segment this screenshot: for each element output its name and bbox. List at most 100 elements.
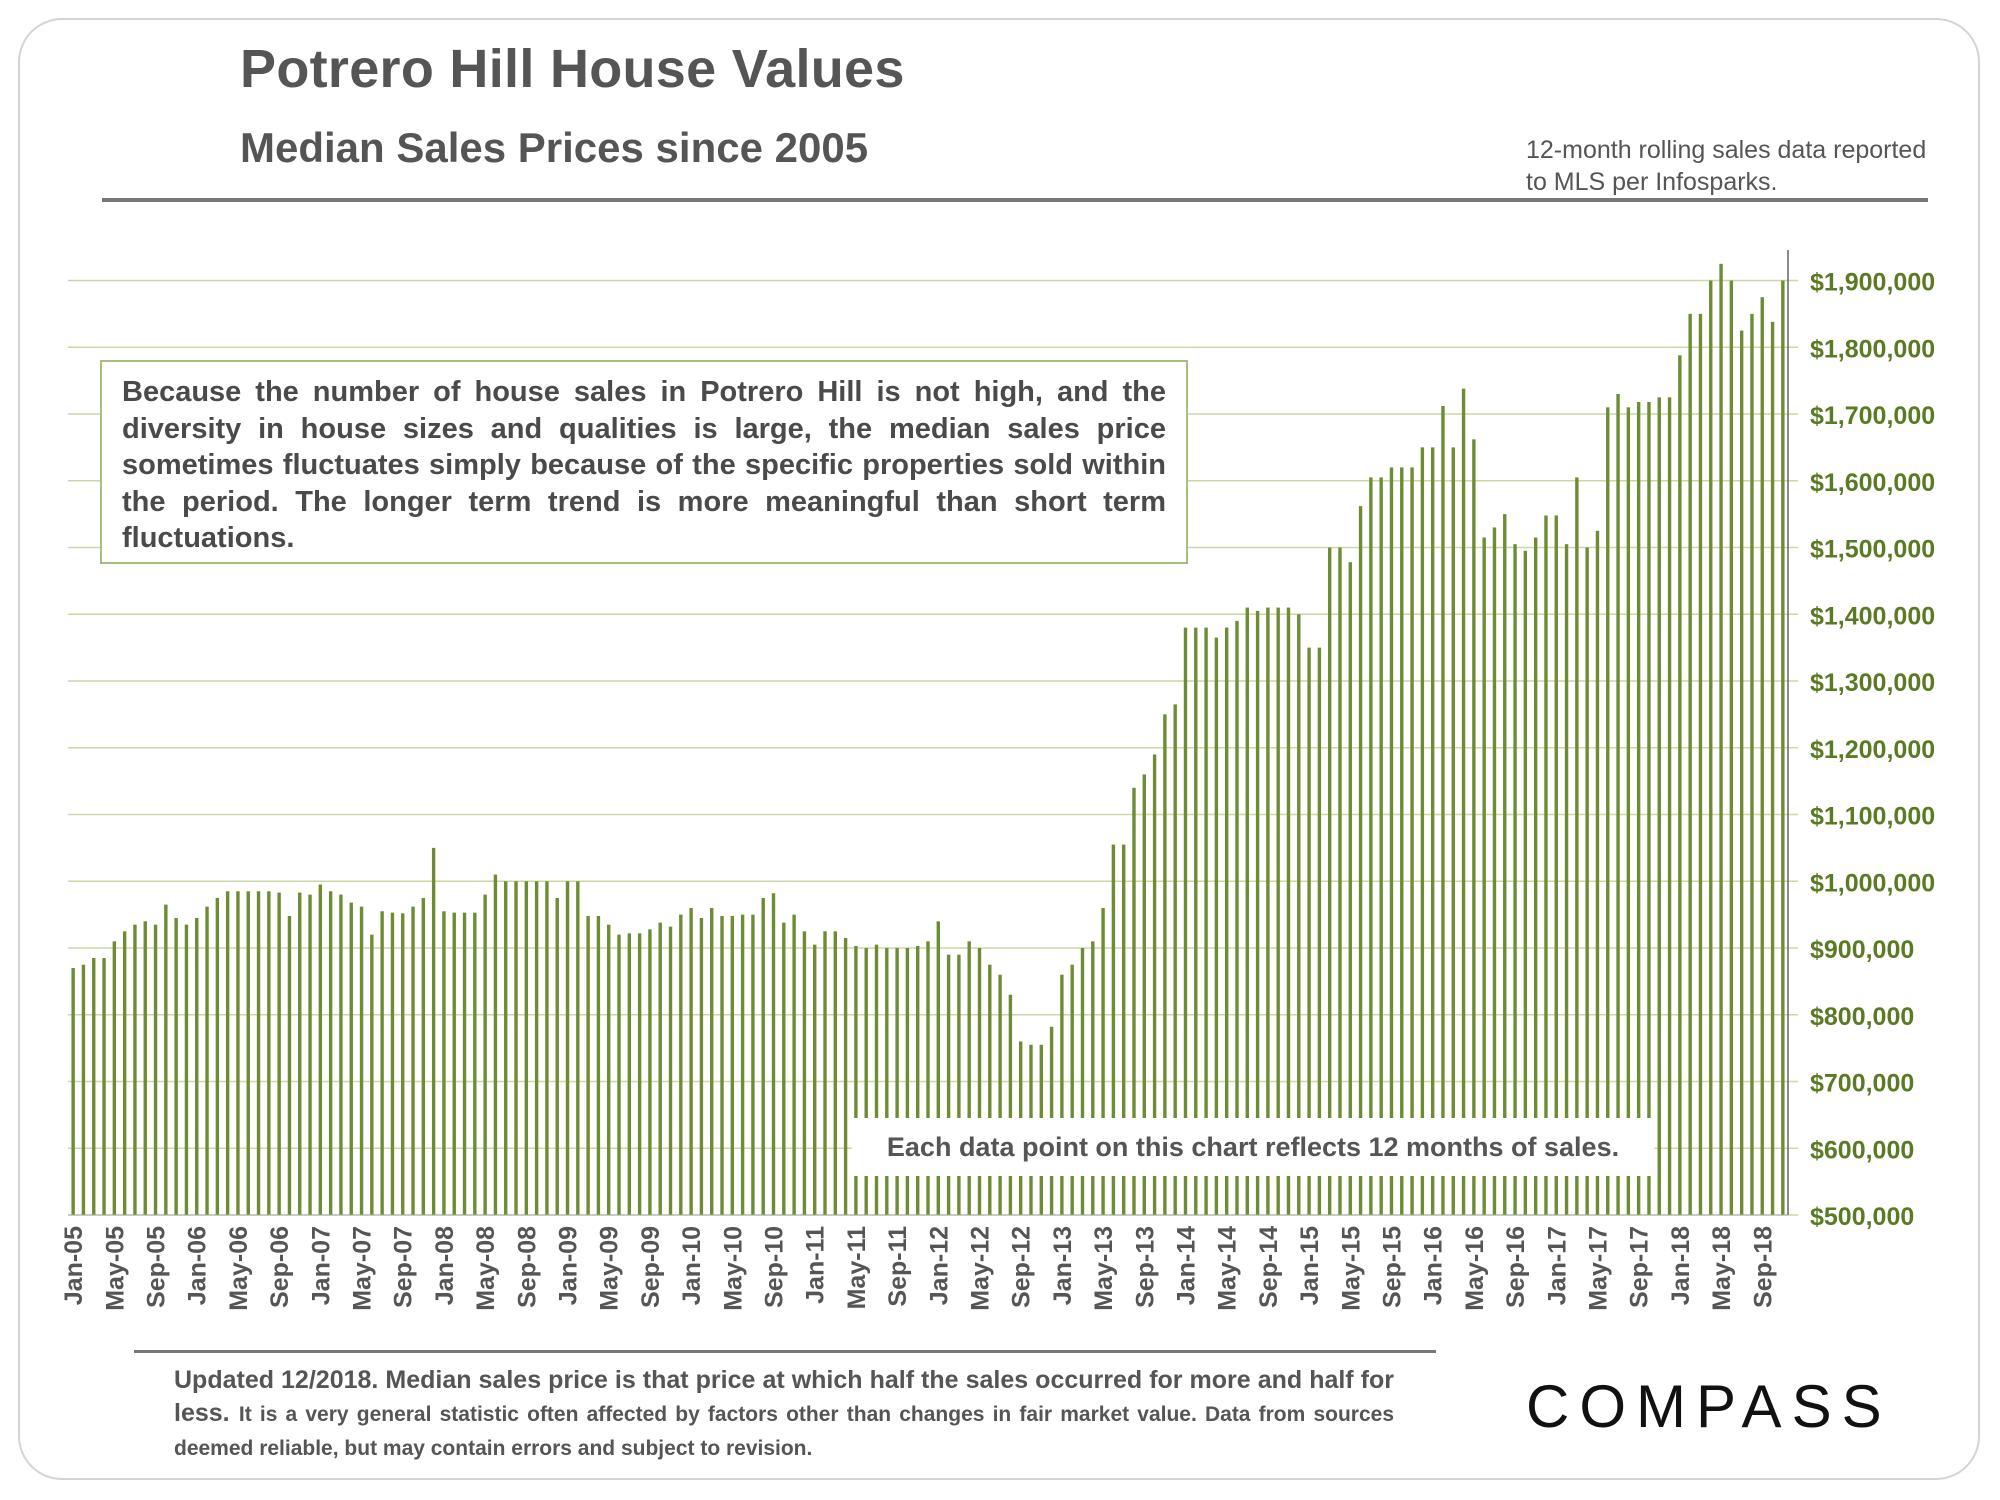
x-tick-label: May-13 (1090, 1226, 1118, 1311)
bar (153, 924, 158, 1215)
bar (1142, 774, 1146, 1215)
bar (1410, 467, 1414, 1215)
y-tick-label: $800,000 (1810, 1003, 1914, 1031)
bar (1276, 607, 1280, 1215)
bar (483, 894, 487, 1215)
x-tick-label: Sep-12 (1008, 1226, 1036, 1308)
bar (1400, 467, 1404, 1215)
bar (1667, 397, 1672, 1215)
bar (1533, 537, 1538, 1215)
x-tick-label: Jan-16 (1420, 1226, 1448, 1305)
y-tick-label: $1,800,000 (1810, 335, 1935, 363)
x-tick-label: Sep-05 (143, 1226, 171, 1308)
bar (308, 894, 312, 1215)
bar (1060, 974, 1064, 1215)
y-tick-label: $1,500,000 (1810, 536, 1935, 564)
bar (823, 931, 827, 1215)
bar (349, 902, 353, 1215)
bar (143, 921, 147, 1215)
x-tick-label: Jan-11 (802, 1226, 830, 1304)
x-tick-label: Jan-18 (1667, 1226, 1695, 1305)
bar (895, 948, 899, 1215)
bar (668, 926, 673, 1215)
footer-lead: Updated 12/2018. Median sales price is t… (174, 1366, 1394, 1427)
bar (1482, 537, 1486, 1215)
y-tick-label: $1,900,000 (1810, 269, 1935, 297)
y-tick-label: $1,700,000 (1810, 402, 1935, 430)
bar (1657, 397, 1661, 1215)
bar (298, 892, 302, 1215)
bar (792, 914, 796, 1215)
x-tick-label: May-07 (349, 1226, 377, 1311)
x-tick-label: May-08 (472, 1226, 500, 1311)
x-tick-label: May-17 (1584, 1226, 1612, 1311)
bar (1698, 313, 1703, 1215)
bar (1224, 627, 1229, 1215)
bar (977, 948, 982, 1215)
x-tick-label: May-12 (966, 1226, 994, 1311)
axes (68, 250, 1789, 1216)
bar (1379, 477, 1383, 1216)
bar (813, 944, 817, 1215)
x-tick-label: Jan-07 (307, 1226, 335, 1305)
bar (1626, 407, 1631, 1215)
x-tick-label: May-15 (1337, 1226, 1365, 1311)
bar (92, 958, 96, 1215)
x-tick-label: May-06 (225, 1226, 253, 1311)
bar (1266, 607, 1270, 1215)
bar (1451, 447, 1455, 1215)
x-tick-label: May-16 (1461, 1226, 1489, 1311)
bar (1286, 607, 1291, 1215)
bar (195, 917, 199, 1215)
bar (1564, 544, 1569, 1215)
bar (1358, 506, 1363, 1215)
bar (751, 914, 755, 1215)
bar (545, 881, 549, 1215)
bar (359, 906, 364, 1215)
bar (1389, 467, 1394, 1215)
bar (205, 906, 209, 1215)
bar (514, 881, 518, 1215)
bar (318, 884, 323, 1215)
x-tick-label: Sep-07 (390, 1226, 418, 1308)
page-subtitle: Median Sales Prices since 2005 (240, 124, 869, 171)
bar (1080, 948, 1085, 1215)
bar (1235, 620, 1239, 1215)
x-tick-label: Jan-14 (1172, 1226, 1200, 1305)
y-tick-label: $1,100,000 (1810, 803, 1935, 831)
x-tick-label: Jan-12 (925, 1226, 953, 1305)
y-tick-label: $900,000 (1810, 936, 1914, 964)
bar (1307, 647, 1311, 1215)
x-tick-labels: Jan-05 May-05 Sep-05 Jan-06 May-06 Sep-06 Jan-… (60, 1226, 1777, 1311)
bar (1121, 844, 1126, 1215)
bar (946, 954, 951, 1215)
x-tick-label: Sep-08 (513, 1226, 541, 1308)
bar (1575, 477, 1579, 1216)
bar (390, 912, 395, 1215)
bar (617, 934, 621, 1215)
bar (1317, 647, 1322, 1215)
bar (1709, 280, 1713, 1215)
x-tick-label: Jan-05 (60, 1226, 88, 1305)
bar (710, 907, 714, 1215)
bar (957, 954, 961, 1215)
bar (1461, 388, 1466, 1215)
bar (1101, 907, 1105, 1215)
bar (401, 913, 405, 1215)
bar (596, 915, 601, 1215)
bar (637, 933, 642, 1215)
bar (215, 897, 220, 1215)
bar (1152, 754, 1157, 1215)
bar (112, 941, 117, 1215)
x-tick-label: Jan-10 (678, 1226, 706, 1305)
bar (174, 917, 178, 1215)
compass-logo: COMPASS (1526, 1373, 1892, 1440)
bar (699, 917, 704, 1215)
bar (1616, 393, 1620, 1216)
x-tick-label: Sep-10 (761, 1226, 789, 1308)
x-tick-label: May-18 (1708, 1226, 1736, 1311)
bar (1760, 297, 1764, 1215)
x-tick-label: May-10 (719, 1226, 747, 1311)
bar (1132, 787, 1136, 1215)
bar (607, 924, 611, 1215)
